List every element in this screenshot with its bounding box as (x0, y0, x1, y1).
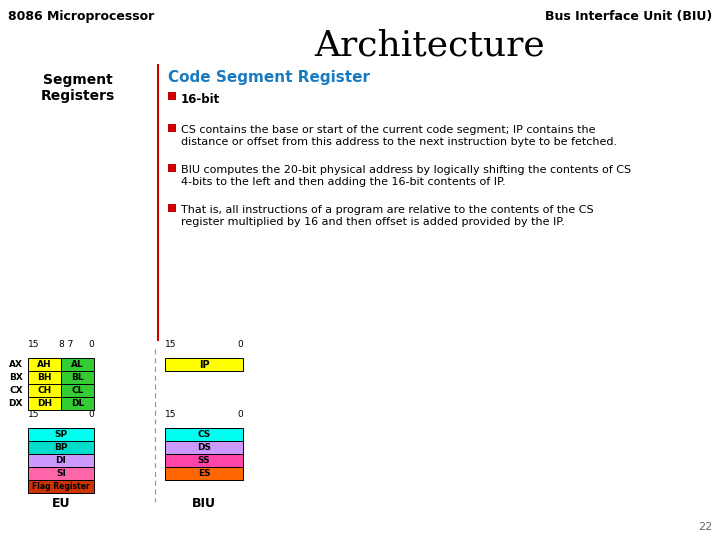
Bar (28, 441, 94, 454)
Bar (28, 454, 94, 467)
Bar (61, 397, 94, 410)
Text: EU: EU (52, 497, 71, 510)
Text: 0: 0 (89, 410, 94, 419)
Bar (165, 428, 243, 441)
Bar (165, 454, 243, 467)
Text: 15: 15 (28, 340, 40, 349)
Text: BIU computes the 20-bit physical address by logically shifting the contents of C: BIU computes the 20-bit physical address… (181, 165, 631, 187)
Text: 8 7: 8 7 (59, 340, 73, 349)
Text: BX: BX (9, 373, 23, 382)
Bar (28, 397, 61, 410)
Bar (28, 371, 61, 384)
Text: BP: BP (54, 443, 68, 452)
Text: DI: DI (55, 456, 66, 465)
Bar (168, 164, 176, 172)
Text: SP: SP (55, 430, 68, 439)
Text: 16-bit: 16-bit (181, 93, 220, 106)
Text: BH: BH (37, 373, 52, 382)
Bar (28, 384, 61, 397)
Text: CH: CH (37, 386, 52, 395)
Text: Bus Interface Unit (BIU): Bus Interface Unit (BIU) (545, 10, 712, 23)
Text: 0: 0 (238, 340, 243, 349)
Text: CS contains the base or start of the current code segment; IP contains the
dista: CS contains the base or start of the cur… (181, 125, 617, 146)
Text: Flag Register: Flag Register (32, 482, 90, 491)
Text: 0: 0 (238, 410, 243, 419)
Text: CS: CS (197, 430, 211, 439)
Bar (61, 384, 94, 397)
Text: DL: DL (71, 399, 84, 408)
Bar (61, 358, 94, 371)
Bar (165, 441, 243, 454)
Bar (61, 371, 94, 384)
Text: AX: AX (9, 360, 23, 369)
Bar (28, 358, 61, 371)
Text: SI: SI (56, 469, 66, 478)
Text: Code Segment Register: Code Segment Register (168, 70, 370, 85)
Text: CX: CX (9, 386, 23, 395)
Text: AL: AL (71, 360, 84, 369)
Text: 15: 15 (28, 410, 40, 419)
Text: DS: DS (197, 443, 211, 452)
Text: CL: CL (71, 386, 84, 395)
Text: 15: 15 (165, 410, 176, 419)
Text: IP: IP (199, 360, 210, 369)
Text: 8086 Microprocessor: 8086 Microprocessor (8, 10, 154, 23)
Text: DX: DX (9, 399, 23, 408)
Text: That is, all instructions of a program are relative to the contents of the CS
re: That is, all instructions of a program a… (181, 205, 593, 227)
Text: Architecture: Architecture (315, 28, 545, 62)
Bar (165, 358, 243, 371)
Bar (28, 480, 94, 493)
Bar (28, 467, 94, 480)
Text: Segment
Registers: Segment Registers (41, 73, 115, 103)
Text: AH: AH (37, 360, 52, 369)
Text: SS: SS (198, 456, 210, 465)
Bar (168, 204, 176, 212)
Text: 22: 22 (698, 522, 712, 532)
Text: DH: DH (37, 399, 52, 408)
Bar (28, 428, 94, 441)
Text: 0: 0 (89, 340, 94, 349)
Bar (165, 467, 243, 480)
Bar (168, 124, 176, 132)
Text: BIU: BIU (192, 497, 216, 510)
Text: ES: ES (198, 469, 210, 478)
Text: BL: BL (71, 373, 84, 382)
Text: 15: 15 (165, 340, 176, 349)
Bar (168, 92, 176, 100)
